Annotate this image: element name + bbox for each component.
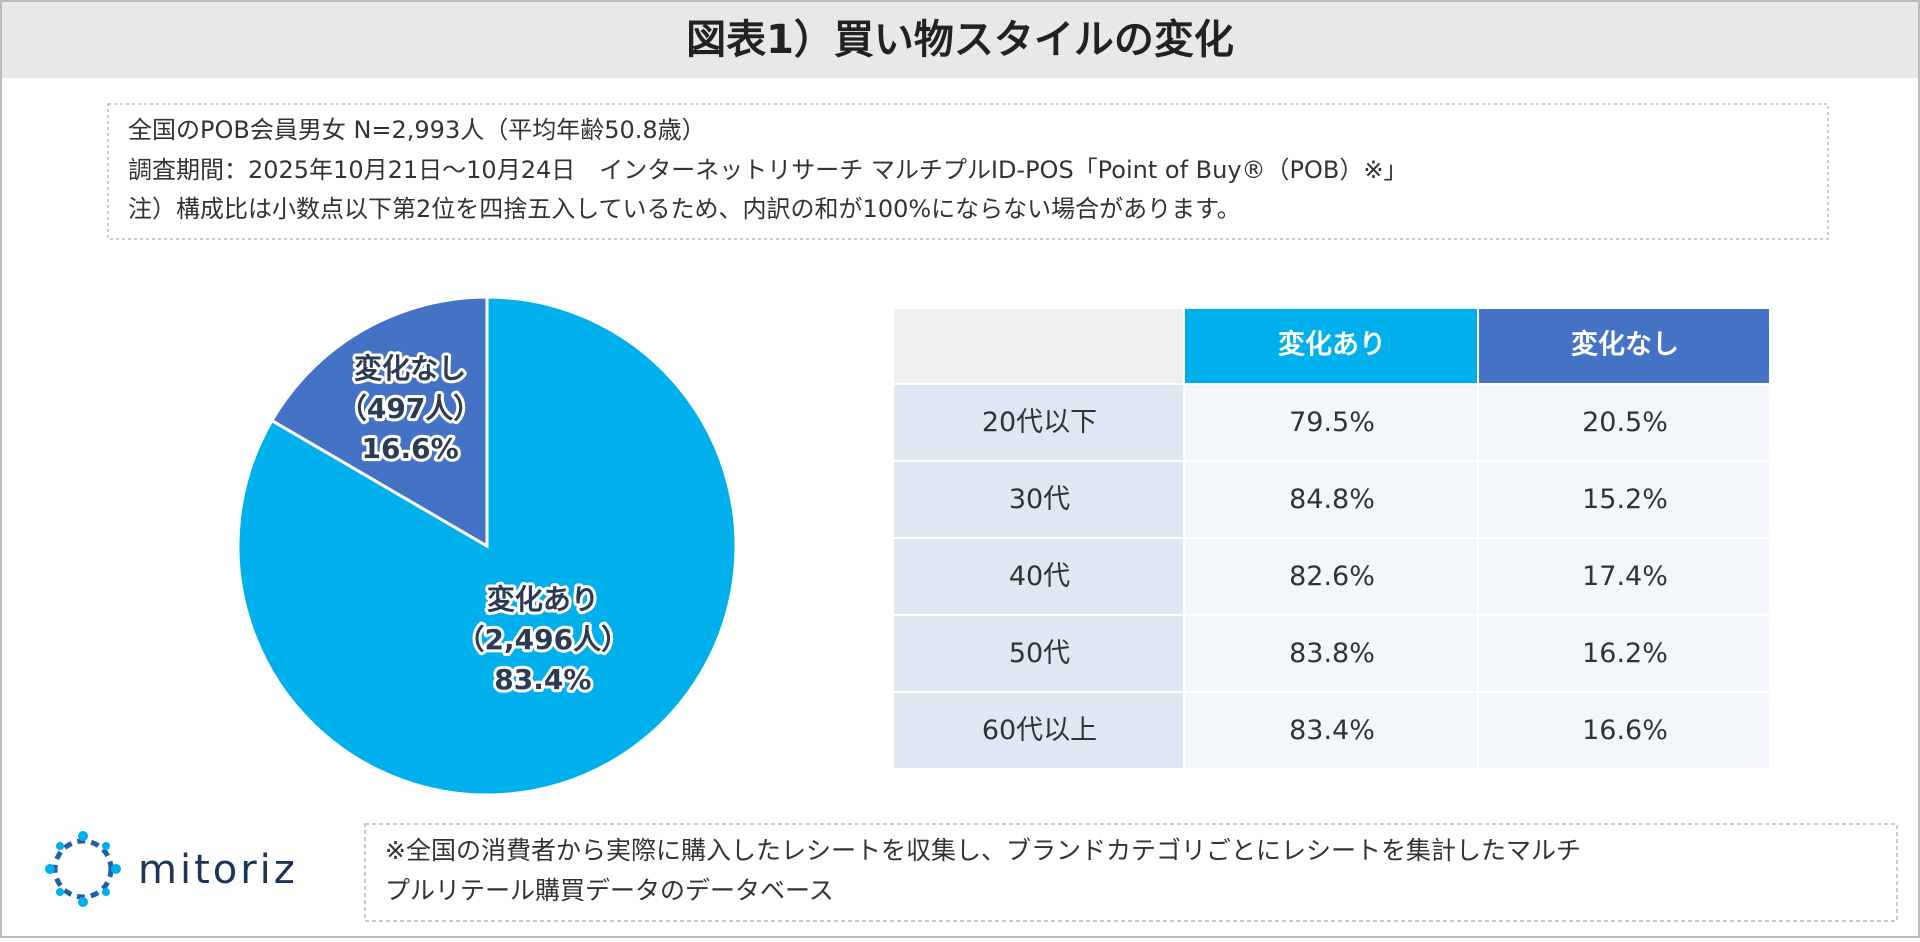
cell-text: 15.2% <box>1582 484 1668 515</box>
slice-value: 16.6% <box>362 432 459 465</box>
header-cell <box>894 309 1183 383</box>
cell-text: 83.8% <box>1289 638 1375 669</box>
pie-chart: 変化あり （2,496人） 83.4% 変化なし （497人） 16.6% <box>236 295 738 797</box>
table-cell <box>1479 616 1769 691</box>
footer-box <box>364 823 1898 922</box>
cell-text: 30代 <box>1009 484 1070 515</box>
header-cell <box>1185 309 1477 383</box>
logo-dots <box>45 831 121 907</box>
table-cell <box>1185 539 1477 614</box>
cell-text: 20代以下 <box>982 407 1097 438</box>
table-cell <box>1185 616 1477 691</box>
table: 変化あり 変化なし 20代以下 79.5% 20.5% 30代 84.8% 15.2% 40代 8… <box>894 309 1769 768</box>
cell-text: 16.6% <box>1582 715 1668 746</box>
table-cell <box>1185 693 1477 768</box>
cell-text: 83.4% <box>1289 715 1375 746</box>
footer-note: ※全国の消費者から実際に購入したレシートを収集し、ブランドカテゴリごとにレシート… <box>385 836 1581 865</box>
slice-count: （2,496人） <box>457 623 630 656</box>
slice-value: 83.4% <box>494 663 591 696</box>
pie-slice <box>269 295 489 549</box>
slice-count: （497人） <box>339 392 481 425</box>
table-cell <box>894 385 1183 460</box>
table-cell <box>1479 539 1769 614</box>
footer-note: プルリテール購買データのデータベース <box>385 876 834 905</box>
title-bar <box>2 2 1918 78</box>
cell-text: 50代 <box>1009 638 1070 669</box>
notes-box <box>107 103 1829 240</box>
table-cell <box>1479 385 1769 460</box>
table-cell <box>894 693 1183 768</box>
cell-text: 82.6% <box>1289 561 1375 592</box>
note: 調査期間：2025年10月21日～10月24日 インターネットリサーチ マルチプ… <box>128 156 1407 184</box>
header-text: 変化あり <box>1278 329 1386 361</box>
cell-text: 17.4% <box>1582 561 1668 592</box>
table-cell <box>1479 693 1769 768</box>
header-text: 変化なし <box>1571 329 1679 361</box>
slice-label: 変化あり <box>487 583 599 616</box>
cell-text: 16.2% <box>1582 638 1668 669</box>
table-cell <box>1185 385 1477 460</box>
note: 注）構成比は小数点以下第2位を四捨五入しているため、内訳の和が100%にならない… <box>128 195 1241 223</box>
table-cell <box>894 539 1183 614</box>
logo-text: mitoriz <box>138 847 298 893</box>
cell-text: 79.5% <box>1289 407 1375 438</box>
title: 図表1）買い物スタイルの変化 <box>686 17 1234 63</box>
note: 全国のPOB会員男女 N=2,993人（平均年齢50.8歳） <box>128 116 706 144</box>
table-cell <box>894 616 1183 691</box>
cell-text: 40代 <box>1009 561 1070 592</box>
slice-label: 変化なし <box>354 352 466 385</box>
header-cell <box>1479 309 1769 383</box>
cell-text: 20.5% <box>1582 407 1668 438</box>
table-cell <box>894 462 1183 537</box>
cell-text: 60代以上 <box>982 715 1097 746</box>
table-cell <box>1479 462 1769 537</box>
table-cell <box>1185 462 1477 537</box>
cell-text: 84.8% <box>1289 484 1375 515</box>
